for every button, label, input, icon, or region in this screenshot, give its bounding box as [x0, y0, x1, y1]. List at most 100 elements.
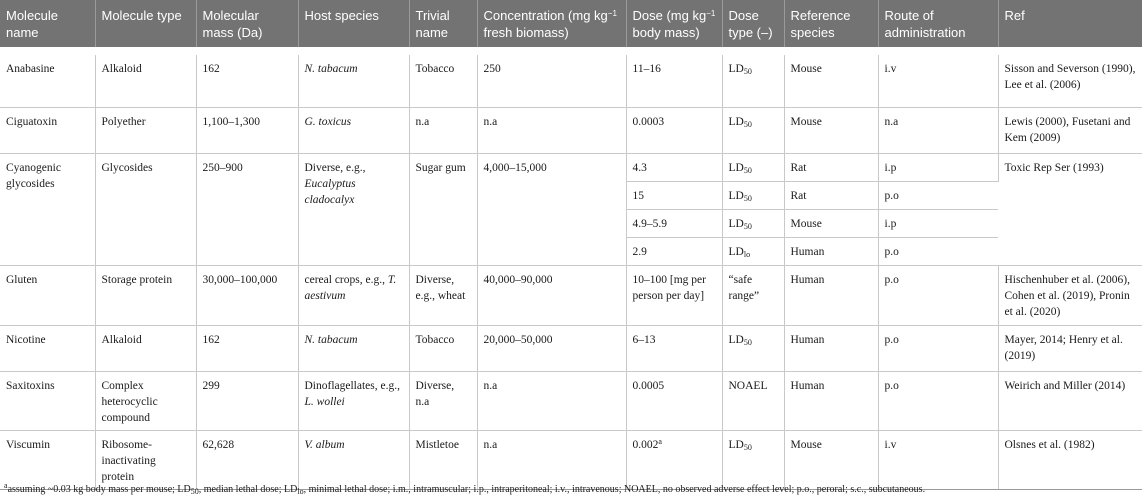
cell-molecule-type: Storage protein	[95, 265, 197, 326]
cell-dose-type: LD50	[722, 430, 785, 490]
ld-subscript: 50	[743, 67, 752, 76]
cell-molecular-mass: 299	[196, 371, 299, 431]
cell-dose: 0.002a	[626, 430, 723, 490]
cell-host-species: N. tabacum	[298, 325, 410, 372]
cell-host-species: G. toxicus	[298, 107, 410, 154]
cell-dose-type: LD50	[722, 55, 785, 108]
table-row: Viscumin Ribosome-inactivating protein 6…	[0, 430, 1142, 490]
cell-trivial-name: Diverse, e.g., wheat	[409, 265, 478, 326]
cell-reference-species: Mouse	[784, 209, 879, 238]
host-species-prefix: Dinoflagellates, e.g.,	[304, 379, 400, 392]
cell-trivial-name: Mistletoe	[409, 430, 478, 490]
ld-subscript: 50	[743, 119, 752, 129]
cell-molecular-mass: 1,100–1,300	[196, 107, 299, 154]
cell-reference-species: Human	[784, 237, 879, 266]
ld-subscript: 50	[743, 165, 752, 175]
cell-ref: Toxic Rep Ser (1993)	[998, 153, 1142, 266]
header-host-species: Host species	[298, 0, 410, 47]
table-row: 15 LD50 Rat p.o	[0, 181, 1142, 210]
cell-molecule-type: Ribosome-inactivating protein	[95, 430, 197, 490]
header-dose-pre: Dose (mg kg	[632, 8, 707, 23]
cell-dose: 11–16	[626, 55, 723, 108]
cell-molecule-name: Nicotine	[0, 325, 96, 372]
cell-dose-type: LDlo	[722, 237, 785, 266]
header-concentration: Concentration (mg kg−1 fresh biomass)	[477, 0, 627, 47]
cell-molecular-mass: 162	[196, 55, 299, 108]
cell-dose-type: LD50	[722, 325, 785, 372]
cell-molecular-mass: 30,000–100,000	[196, 265, 299, 326]
header-dose-type: Dose type (–)	[722, 0, 785, 47]
cell-host-species: Dinoflagellates, e.g., L. wollei	[298, 371, 410, 431]
dose-value: 0.002	[632, 438, 659, 451]
cell-molecular-mass: 62,628	[196, 430, 299, 490]
cell-dose-type: “safe range”	[722, 265, 785, 326]
cell-reference-species: Human	[784, 371, 879, 431]
ld-subscript: 50	[743, 221, 752, 231]
header-molecular-mass: Molecular mass (Da)	[196, 0, 299, 47]
ld-label: LD	[728, 115, 744, 128]
footnote-sub-2: lo	[297, 487, 304, 496]
cell-route: i.p	[878, 153, 999, 182]
cell-concentration: 20,000–50,000	[477, 325, 627, 372]
footnote-mark: a	[4, 481, 8, 490]
cell-host-species: N. tabacum	[298, 55, 410, 108]
ld-label: LD	[728, 438, 744, 451]
cell-route: i.v	[878, 430, 999, 490]
table-row: Saxitoxins Complex heterocyclic compound…	[0, 371, 1142, 431]
cell-reference-species: Mouse	[784, 430, 879, 490]
cell-dose: 10–100 [mg per person per day]	[626, 265, 723, 326]
cell-ref: Weirich and Miller (2014)	[998, 371, 1142, 431]
table-footnote: aassuming ~0.03 kg body mass per mouse; …	[4, 481, 1142, 496]
header-route: Route of administration	[878, 0, 999, 47]
cell-trivial-name: Diverse, n.a	[409, 371, 478, 431]
table-row: Anabasine Alkaloid 162 N. tabacum Tobacc…	[0, 55, 1142, 108]
cell-dose: 15	[626, 181, 723, 210]
cell-concentration: n.a	[477, 430, 627, 490]
header-dose-sup: −1	[706, 9, 716, 18]
cell-reference-species: Rat	[784, 153, 879, 182]
cell-molecule-type: Alkaloid	[95, 325, 197, 372]
cell-trivial-name: n.a	[409, 107, 478, 154]
cell-molecule-name: Gluten	[0, 265, 96, 326]
footnote-text-2: , median lethal dose; LD	[198, 484, 298, 495]
host-species-prefix: Diverse, e.g.,	[304, 161, 366, 174]
ldlo-subscript: lo	[743, 249, 751, 259]
cell-route: i.v	[878, 55, 999, 108]
ld-label: LD	[728, 245, 744, 258]
header-dose-post: body mass)	[632, 25, 700, 40]
ld-label: LD	[728, 333, 744, 346]
header-concentration-sup: −1	[607, 9, 617, 18]
cell-molecule-type: Glycosides	[95, 153, 197, 266]
cell-ref: Olsnes et al. (1982)	[998, 430, 1142, 490]
cell-trivial-name: Tobacco	[409, 55, 478, 108]
cell-dose-type: LD50	[722, 153, 785, 182]
table-row: Nicotine Alkaloid 162 N. tabacum Tobacco…	[0, 325, 1142, 372]
header-dose: Dose (mg kg−1 body mass)	[626, 0, 723, 47]
header-gap-row	[0, 47, 1142, 55]
header-concentration-post: fresh biomass)	[483, 25, 569, 40]
cell-reference-species: Human	[784, 265, 879, 326]
cell-molecule-name: Saxitoxins	[0, 371, 96, 431]
header-reference-species: Reference species	[784, 0, 879, 47]
cell-route: p.o	[878, 237, 998, 266]
cell-route: p.o	[878, 371, 999, 431]
cell-molecule-name: Anabasine	[0, 55, 96, 108]
cell-molecule-name: Ciguatoxin	[0, 107, 96, 154]
host-species-italic: Eucalyptus cladocalyx	[304, 177, 356, 206]
cell-dose: 6–13	[626, 325, 723, 372]
table-row: Cyanogenic glycosides Glycosides 250–900…	[0, 153, 1142, 266]
cell-concentration: n.a	[477, 107, 627, 154]
cell-molecule-name: Viscumin	[0, 430, 96, 490]
cell-host-species: cereal crops, e.g., T. aestivum	[298, 265, 410, 326]
ld-label: LD	[728, 63, 744, 75]
table-row: Gluten Storage protein 30,000–100,000 ce…	[0, 265, 1142, 326]
cell-dose: 4.9–5.9	[626, 209, 723, 238]
cell-route: i.p	[878, 209, 998, 238]
cell-dose-type: LD50	[722, 181, 785, 210]
header-ref: Ref	[998, 0, 1142, 47]
footnote-sub-1: 50	[190, 487, 199, 496]
cell-ref: Lewis (2000), Fusetani and Kem (2009)	[998, 107, 1142, 154]
table-row: 2.9 LDlo Human p.o	[0, 237, 1142, 266]
cell-trivial-name: Tobacco	[409, 325, 478, 372]
